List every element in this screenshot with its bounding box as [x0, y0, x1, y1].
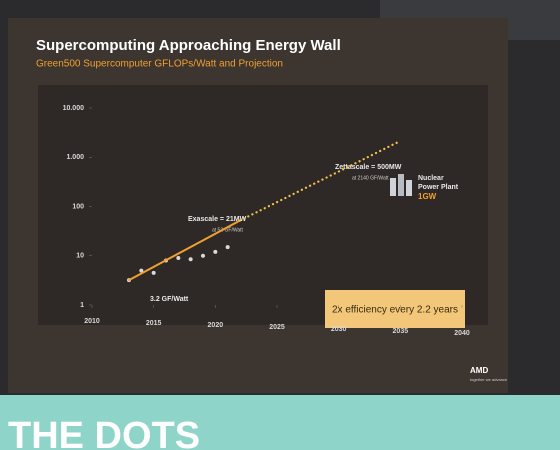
- tower: [398, 174, 404, 196]
- tower: [390, 178, 396, 196]
- x-tick-label: 2020: [208, 322, 224, 329]
- data-point: [176, 256, 181, 261]
- y-tick-label: 10: [76, 253, 84, 260]
- chart-title: Supercomputing Approaching Energy Wall: [36, 37, 341, 54]
- data-point: [201, 253, 205, 258]
- y-tick-label: 1.000: [66, 154, 84, 161]
- callout-box: [325, 290, 465, 328]
- power-plant-icon: [390, 174, 412, 196]
- plot-panel: [38, 85, 488, 325]
- x-tick-label: 2040: [454, 330, 470, 337]
- annotation: at 2140 GF/Watt: [352, 175, 389, 181]
- tower: [406, 180, 412, 196]
- y-tick-label: 10.000: [63, 105, 85, 112]
- x-tick-label: 2010: [84, 318, 100, 325]
- data-point: [151, 270, 156, 275]
- tagline: together we advance: [470, 377, 508, 382]
- annotation: at 52 GF/Watt: [212, 227, 244, 233]
- chart-subtitle: Green500 Supercomputer GFLOPs/Watt and P…: [36, 59, 283, 70]
- data-point: [213, 249, 218, 254]
- banner-text: THE DOTS: [8, 415, 200, 450]
- annotation: 3.2 GF/Watt: [150, 296, 189, 303]
- x-tick-label: 2030: [331, 326, 347, 333]
- y-tick-label: 1: [80, 302, 84, 309]
- callout: 2x efficiency every 2.2 years: [332, 305, 458, 316]
- annotation: 1GW: [418, 192, 437, 201]
- trend-line: [128, 219, 241, 282]
- annotation: Power Plant: [418, 184, 459, 191]
- annotation: Zettascale = 500MW: [335, 164, 402, 171]
- data-point: [139, 268, 144, 273]
- y-tick-label: 100: [72, 203, 84, 210]
- data-point: [188, 257, 193, 262]
- banner: [0, 395, 560, 450]
- x-tick-label: 2035: [393, 328, 409, 335]
- x-tick-label: 2015: [146, 320, 162, 327]
- x-tick-label: 2025: [269, 324, 285, 331]
- data-point: [225, 245, 230, 250]
- annotation: Exascale = 21MW: [188, 216, 247, 223]
- logo: AMD: [470, 366, 488, 375]
- annotation: Nuclear: [418, 175, 444, 182]
